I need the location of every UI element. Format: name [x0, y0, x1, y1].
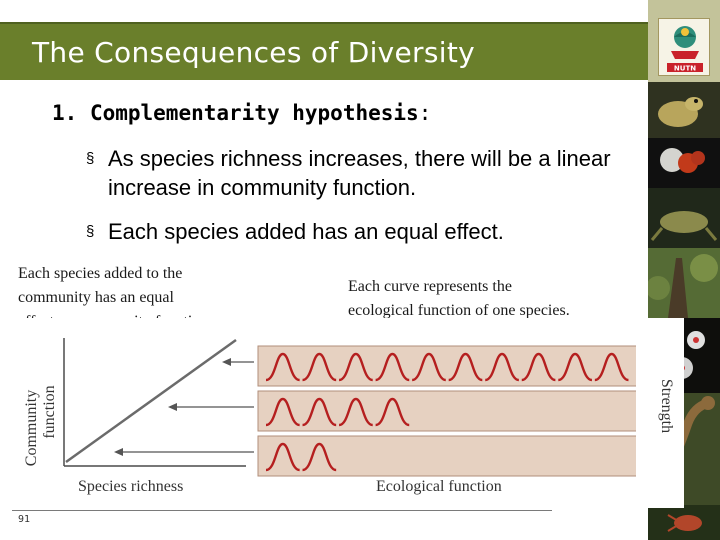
tree-photo [648, 248, 720, 318]
caption-left-line-1: Each species added to the [18, 265, 183, 282]
caption-right: Each curve represents the ecological fun… [348, 275, 648, 323]
species-function-curve [484, 352, 520, 382]
species-rows [257, 345, 639, 477]
insect-photo [648, 505, 720, 540]
connector-arrowhead [222, 358, 231, 366]
species-row-band [257, 435, 639, 477]
heading-number: 1. [52, 101, 78, 125]
hypothesis-heading: 1. Complementarity hypothesis: [52, 101, 431, 125]
connector-arrowhead [168, 403, 177, 411]
title-bar: The Consequences of Diversity [0, 22, 648, 80]
photo-strip: NUTN [648, 0, 720, 540]
caption-left-line-2: community has an equal [18, 289, 174, 306]
species-function-curve [448, 352, 483, 382]
slide-title: The Consequences of Diversity [32, 36, 475, 69]
page-number: 91 [18, 514, 31, 525]
left-ylabel-line2: function [41, 385, 58, 438]
bullet-marker: § [86, 223, 95, 240]
species-function-curve [375, 397, 410, 427]
bullet-text: As species richness increases, there wil… [108, 146, 611, 200]
species-function-curve [411, 352, 447, 382]
toad-photo [648, 188, 720, 248]
species-function-curve [594, 352, 629, 382]
species-function-curve [265, 442, 300, 472]
red-frog-photo [648, 138, 720, 188]
connector-arrows [114, 358, 254, 456]
species-function-curve [302, 397, 337, 427]
university-logo: NUTN [648, 0, 720, 82]
caption-right-line-1: Each curve represents the [348, 278, 512, 295]
connector-arrowhead [114, 448, 123, 456]
species-function-curve [375, 352, 410, 382]
species-function-curve [265, 352, 300, 382]
species-function-curve [265, 397, 300, 427]
species-row-band [257, 345, 639, 387]
figure: Species richness Community function Stre… [14, 318, 686, 508]
heading-colon: : [418, 101, 432, 125]
left-xlabel: Species richness [78, 478, 183, 495]
heading-main: Complementarity hypothesis [89, 101, 419, 125]
logo-text: NUTN [674, 65, 696, 73]
logo-emblem: NUTN [658, 18, 710, 76]
figure-svg: Species richness Community function Stre… [14, 318, 686, 508]
footer-rule [12, 510, 552, 511]
bullet-text: Each species added has an equal effect. [108, 219, 504, 244]
caption-right-line-2: ecological function of one species. [348, 302, 570, 319]
species-function-curve [557, 352, 593, 382]
right-xlabel: Ecological function [376, 478, 502, 495]
left-ylabel-line1: Community [23, 390, 40, 466]
species-function-curve [338, 397, 374, 427]
community-function-line [65, 338, 237, 464]
bullet-marker: § [86, 150, 95, 167]
frog-photo [648, 82, 720, 138]
species-function-curve [302, 352, 337, 382]
species-function-curve [302, 442, 337, 472]
right-ylabel: Strength [658, 379, 675, 433]
species-function-curve [338, 352, 374, 382]
right-label-panel [636, 338, 681, 480]
species-function-curve [521, 352, 556, 382]
species-row-band [257, 390, 639, 432]
